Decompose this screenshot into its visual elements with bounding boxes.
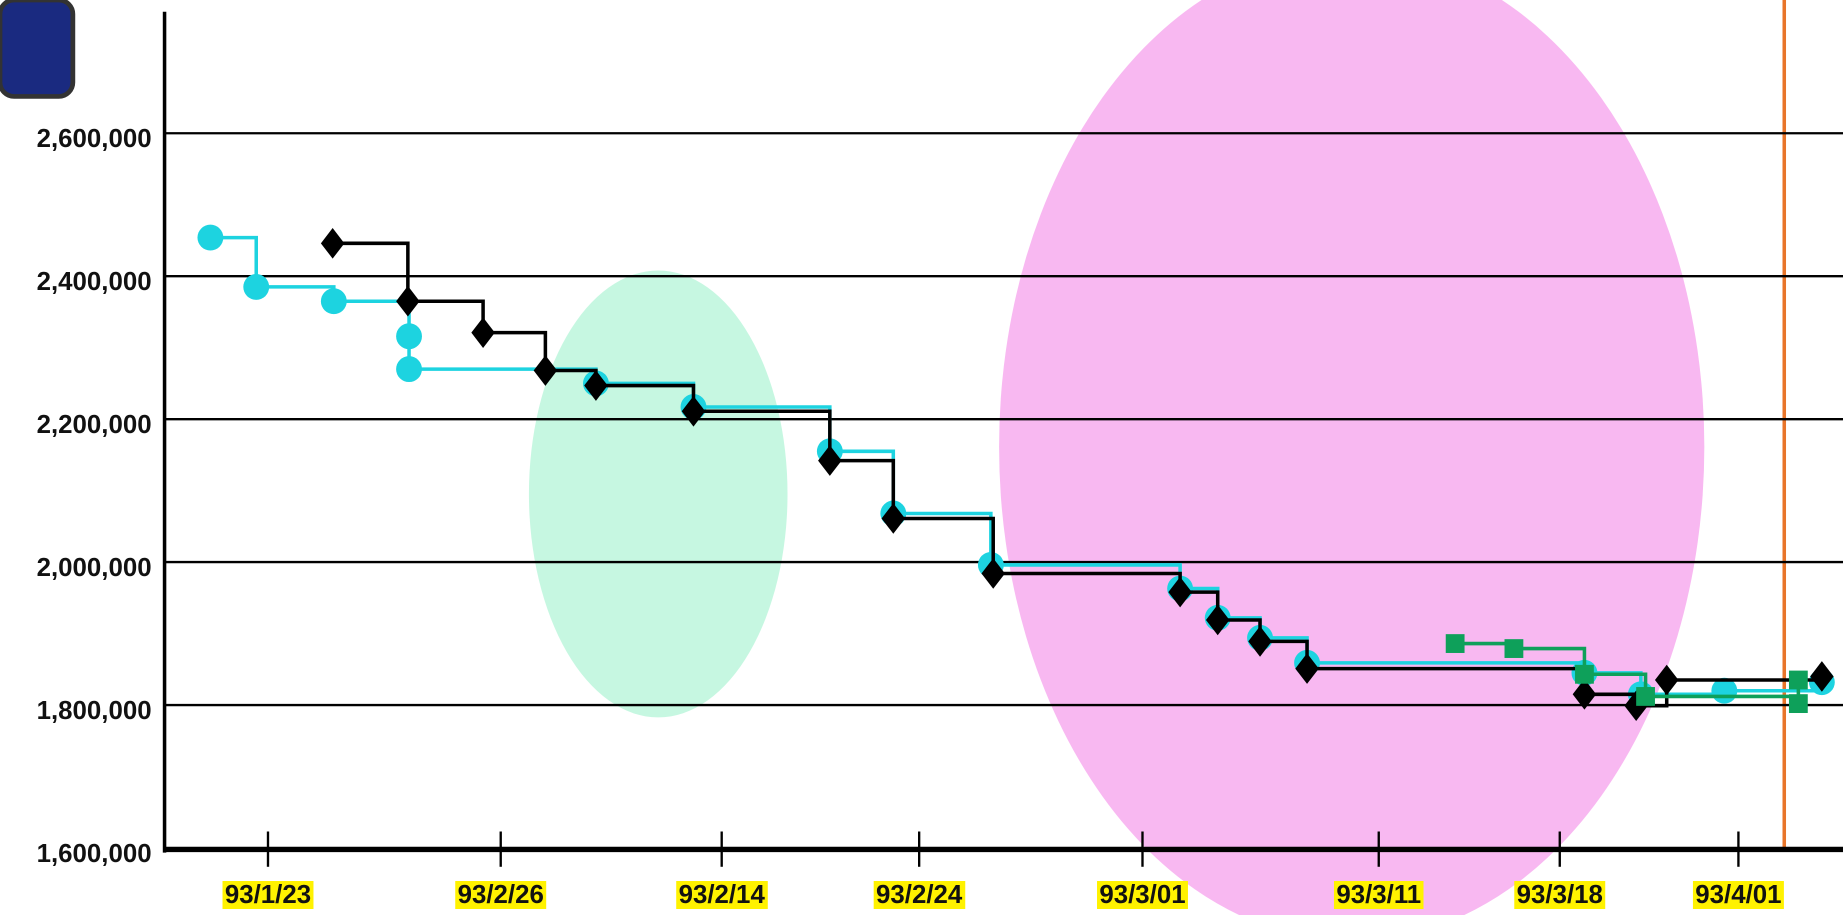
decoration <box>529 271 788 718</box>
point <box>471 317 495 348</box>
point <box>321 228 345 259</box>
point <box>243 274 269 300</box>
point <box>1505 639 1524 658</box>
x-tick-label: 93/3/01 <box>1099 881 1185 909</box>
y-tick-label: 1,800,000 <box>37 697 152 725</box>
y-tick-label: 2,600,000 <box>37 125 152 153</box>
plot: 1,600,000 1,800,000 2,000,000 2,200,000 2,40… <box>0 0 1843 915</box>
page: {"chart_data": {"type": "step-line", "xl… <box>0 0 1843 915</box>
chart: 1,600,000 1,800,000 2,000,000 2,200,000 2,40… <box>0 0 1843 915</box>
x-tick-label: 93/1/23 <box>225 881 311 909</box>
point <box>1446 634 1465 653</box>
point <box>1636 687 1655 706</box>
x-tick-label: 93/2/24 <box>876 881 963 909</box>
point <box>396 286 420 317</box>
x-tick-label: 93/3/18 <box>1517 881 1603 909</box>
y-tick-label: 2,000,000 <box>37 554 152 582</box>
point <box>1789 694 1808 713</box>
point <box>1575 665 1594 684</box>
y-tick-label: 2,200,000 <box>37 411 152 439</box>
x-tick-label: 93/2/14 <box>679 881 766 909</box>
x-tick-label: 93/4/01 <box>1695 881 1781 909</box>
point <box>396 356 422 382</box>
decoration <box>0 0 73 96</box>
x-tick-label: 93/2/26 <box>458 881 544 909</box>
x-tick-label: 93/3/11 <box>1336 881 1421 909</box>
point <box>321 288 347 314</box>
point <box>1789 671 1808 690</box>
decoration <box>999 0 1704 915</box>
point <box>197 225 223 251</box>
y-tick-label: 2,400,000 <box>37 268 152 296</box>
point <box>396 323 422 349</box>
y-tick-label: 1,600,000 <box>37 840 152 868</box>
